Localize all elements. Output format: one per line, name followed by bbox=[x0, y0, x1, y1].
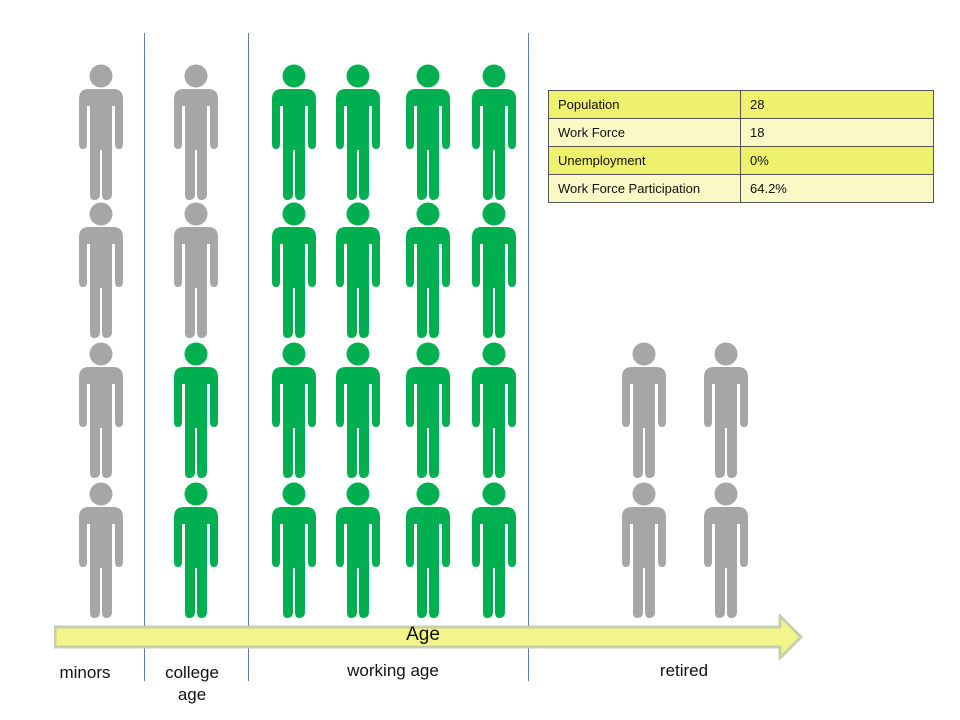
person-icon bbox=[268, 482, 320, 618]
group-label-retired: retired bbox=[644, 660, 724, 682]
stats-label: Unemployment bbox=[549, 147, 741, 175]
person-icon bbox=[468, 482, 520, 618]
stats-value: 64.2% bbox=[741, 175, 934, 203]
person-icon bbox=[332, 202, 384, 338]
age-axis-label: Age bbox=[0, 624, 846, 646]
person-icon bbox=[332, 482, 384, 618]
person-icon bbox=[75, 64, 127, 200]
person-icon bbox=[468, 64, 520, 200]
person-icon bbox=[402, 482, 454, 618]
person-icon bbox=[170, 202, 222, 338]
person-icon bbox=[170, 342, 222, 478]
group-label-minors: minors bbox=[50, 662, 120, 684]
stats-value: 18 bbox=[741, 119, 934, 147]
person-icon bbox=[618, 342, 670, 478]
person-icon bbox=[402, 64, 454, 200]
person-icon bbox=[468, 342, 520, 478]
group-label-line: working age bbox=[328, 660, 458, 682]
group-label-working-age: working age bbox=[328, 660, 458, 682]
person-icon bbox=[268, 64, 320, 200]
group-divider bbox=[528, 33, 529, 681]
stats-row-unemployment: Unemployment 0% bbox=[549, 147, 934, 175]
stats-label: Population bbox=[549, 91, 741, 119]
person-icon bbox=[402, 342, 454, 478]
stats-value: 28 bbox=[741, 91, 934, 119]
group-label-line: age bbox=[152, 684, 232, 706]
person-icon bbox=[332, 64, 384, 200]
person-icon bbox=[402, 202, 454, 338]
person-icon bbox=[170, 482, 222, 618]
stats-row-participation: Work Force Participation 64.2% bbox=[549, 175, 934, 203]
person-icon bbox=[700, 482, 752, 618]
group-label-college-age: college age bbox=[152, 662, 232, 706]
person-icon bbox=[170, 64, 222, 200]
group-divider bbox=[144, 33, 145, 681]
stats-value: 0% bbox=[741, 147, 934, 175]
group-divider bbox=[248, 33, 249, 681]
person-icon bbox=[75, 482, 127, 618]
stats-row-work-force: Work Force 18 bbox=[549, 119, 934, 147]
person-icon bbox=[75, 342, 127, 478]
person-icon bbox=[268, 202, 320, 338]
person-icon bbox=[700, 342, 752, 478]
stats-table: Population 28 Work Force 18 Unemployment… bbox=[548, 90, 934, 203]
person-icon bbox=[332, 342, 384, 478]
stats-label: Work Force bbox=[549, 119, 741, 147]
person-icon bbox=[468, 202, 520, 338]
stats-row-population: Population 28 bbox=[549, 91, 934, 119]
stats-label: Work Force Participation bbox=[549, 175, 741, 203]
group-label-line: retired bbox=[644, 660, 724, 682]
person-icon bbox=[75, 202, 127, 338]
person-icon bbox=[268, 342, 320, 478]
person-icon bbox=[618, 482, 670, 618]
group-label-line: minors bbox=[50, 662, 120, 684]
group-label-line: college bbox=[152, 662, 232, 684]
